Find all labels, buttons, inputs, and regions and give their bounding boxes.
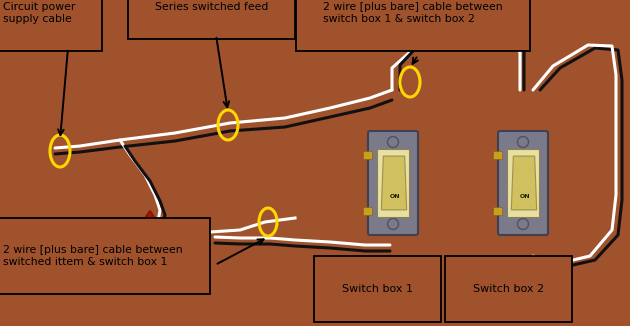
Bar	[363, 151, 372, 159]
Text: Series switched feed: Series switched feed	[155, 2, 268, 12]
Circle shape	[387, 218, 399, 230]
Bar	[493, 207, 502, 215]
Bar	[377, 149, 409, 217]
Text: Switch box 1: Switch box 1	[342, 284, 413, 294]
FancyBboxPatch shape	[368, 131, 418, 235]
Polygon shape	[381, 156, 407, 210]
Circle shape	[387, 137, 399, 147]
FancyBboxPatch shape	[498, 131, 548, 235]
Text: ON: ON	[520, 195, 530, 200]
Text: ON: ON	[390, 195, 400, 200]
Polygon shape	[512, 156, 537, 210]
Bar	[363, 207, 372, 215]
Text: 2 wire [plus bare] cable between
switch box 1 & switch box 2: 2 wire [plus bare] cable between switch …	[323, 2, 503, 23]
Polygon shape	[186, 233, 204, 247]
Bar	[493, 151, 502, 159]
Polygon shape	[140, 218, 159, 232]
Circle shape	[517, 137, 529, 147]
Circle shape	[517, 218, 529, 230]
Text: Switch box 2: Switch box 2	[473, 284, 544, 294]
Text: Circuit power
supply cable: Circuit power supply cable	[3, 2, 76, 23]
Polygon shape	[190, 226, 200, 233]
Bar	[507, 149, 539, 217]
Polygon shape	[144, 211, 156, 218]
Text: 2 wire [plus bare] cable between
switched ittem & switch box 1: 2 wire [plus bare] cable between switche…	[3, 245, 183, 267]
